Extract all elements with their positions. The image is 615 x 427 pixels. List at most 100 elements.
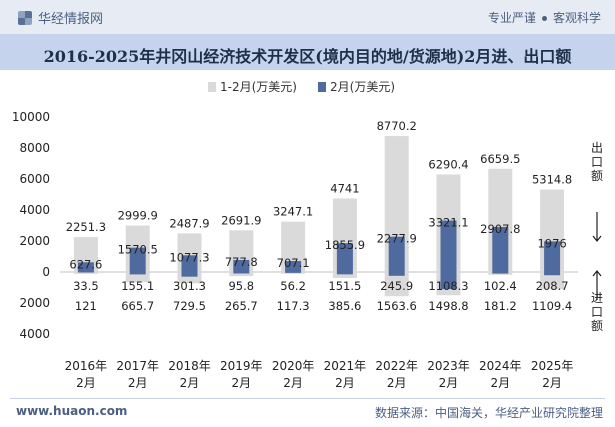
slogan-right: 客观科学	[552, 11, 601, 25]
y-tick-label: 4000	[19, 327, 50, 341]
bar-monthly-export	[544, 241, 561, 272]
brand-name: 华经情报网	[38, 12, 104, 27]
x-tick-label: 2022年	[375, 359, 418, 373]
data-label-cumulative-export: 6290.4	[428, 157, 468, 171]
legend-label-2: 2月(万美元)	[330, 80, 395, 94]
bar-monthly-import	[285, 272, 302, 273]
data-label-cumulative-export: 2999.9	[118, 209, 158, 223]
slogan-left: 专业严谨	[487, 11, 536, 25]
data-label-monthly-import: 1108.3	[428, 279, 468, 293]
data-label-monthly-import: 56.2	[280, 279, 306, 293]
bar-monthly-import	[336, 272, 353, 275]
chart-title: 2016-2025年井冈山经济技术开发区(境内目的地/货源地)2月进、出口额	[43, 47, 572, 66]
bar-cumulative-import	[384, 272, 409, 297]
data-label-monthly-import: 155.1	[121, 279, 154, 293]
x-tick-label: 2月	[335, 376, 355, 390]
data-label-monthly-export: 777.8	[225, 255, 258, 269]
footer-divider	[10, 398, 605, 399]
bar-monthly-export	[233, 259, 250, 272]
x-tick-label: 2月	[76, 376, 96, 390]
data-label-cumulative-import: 181.2	[484, 299, 517, 313]
bar-monthly-export	[285, 261, 302, 272]
side-label-import: 额	[591, 319, 603, 333]
bar-monthly-import	[77, 272, 94, 273]
legend-label-1: 1-2月(万美元)	[220, 80, 297, 94]
bar-cumulative-import	[177, 272, 202, 284]
x-tick-label: 2021年	[324, 359, 367, 373]
title-bar	[0, 34, 615, 70]
data-label-monthly-import: 245.9	[380, 279, 413, 293]
data-label-cumulative-import: 385.6	[328, 299, 361, 313]
arrow-down-icon	[592, 212, 602, 242]
y-tick-label: 6000	[19, 172, 50, 186]
data-label-monthly-import: 301.3	[173, 279, 206, 293]
bar-cumulative-import	[73, 272, 98, 274]
side-label-export: 口	[591, 155, 603, 169]
data-label-monthly-import: 33.5	[73, 279, 99, 293]
x-tick-label: 2月	[439, 376, 459, 390]
y-tick-label: 8000	[19, 141, 50, 155]
x-tick-label: 2月	[180, 376, 200, 390]
bar-cumulative-import	[332, 272, 357, 278]
y-tick-label: 4000	[19, 203, 50, 217]
data-label-cumulative-import: 265.7	[225, 299, 258, 313]
slogan: 专业严谨 客观科学	[488, 9, 601, 26]
data-label-cumulative-export: 2251.3	[66, 220, 106, 234]
x-tick-label: 2019年	[220, 359, 263, 373]
arrow-up-icon	[592, 270, 602, 300]
x-tick-label: 2020年	[272, 359, 315, 373]
data-label-cumulative-import: 729.5	[173, 299, 206, 313]
x-tick-label: 2月	[128, 376, 148, 390]
data-label-monthly-import: 102.4	[484, 279, 517, 293]
side-label-import: 口	[591, 305, 603, 319]
top-bar: 华经情报网 专业严谨 客观科学	[0, 0, 615, 34]
x-tick-label: 2月	[283, 376, 303, 390]
side-label-export: 出	[591, 141, 603, 155]
data-label-cumulative-export: 4741	[330, 182, 359, 196]
legend-swatch-2	[318, 82, 326, 92]
x-tick-label: 2023年	[427, 359, 470, 373]
bar-monthly-export	[492, 226, 509, 272]
bar-monthly-import	[129, 272, 146, 275]
data-label-monthly-export: 1570.5	[118, 243, 158, 257]
data-label-monthly-export: 3321.1	[428, 216, 468, 230]
data-label-cumulative-import: 1109.4	[532, 299, 572, 313]
data-label-monthly-export: 1855.9	[325, 238, 365, 252]
bar-cumulative-import	[125, 272, 150, 283]
data-label-cumulative-export: 8770.2	[377, 119, 417, 133]
bar-monthly-export	[181, 255, 198, 272]
logo-icon	[18, 10, 32, 25]
bar-cumulative-import	[229, 272, 254, 277]
data-label-monthly-export: 1976	[537, 236, 566, 250]
data-label-cumulative-import: 117.3	[277, 299, 310, 313]
bar-monthly-export	[77, 262, 94, 272]
bar-monthly-import	[233, 272, 250, 274]
data-source: 数据来源：中国海关，华经产业研究院整理	[374, 406, 603, 420]
x-tick-label: 2016年	[65, 359, 108, 373]
data-label-cumulative-export: 2487.9	[169, 216, 209, 230]
data-label-cumulative-import: 1563.6	[377, 299, 417, 313]
bar-monthly-export	[440, 220, 457, 272]
data-label-monthly-import: 151.5	[328, 279, 361, 293]
bar-monthly-import	[440, 272, 457, 290]
x-tick-label: 2月	[387, 376, 407, 390]
data-label-monthly-import: 95.8	[228, 279, 254, 293]
data-label-cumulative-import: 1498.8	[428, 299, 468, 313]
bar-cumulative-import	[281, 272, 306, 274]
bar-monthly-export	[129, 247, 146, 272]
x-tick-label: 2017年	[116, 359, 159, 373]
data-label-monthly-import: 208.7	[536, 279, 569, 293]
data-label-monthly-export: 627.6	[69, 257, 102, 271]
data-label-cumulative-export: 6659.5	[480, 152, 520, 166]
bar-monthly-export	[388, 236, 405, 272]
data-label-cumulative-export: 5314.8	[532, 173, 572, 187]
bar-monthly-export	[336, 243, 353, 272]
brand: 华经情报网	[18, 8, 103, 27]
bar-monthly-import	[544, 272, 561, 276]
x-tick-label: 2025年	[531, 359, 574, 373]
data-label-monthly-export: 2277.9	[377, 232, 417, 246]
bar-cumulative-import	[540, 272, 565, 290]
data-label-monthly-export: 707.1	[277, 256, 310, 270]
